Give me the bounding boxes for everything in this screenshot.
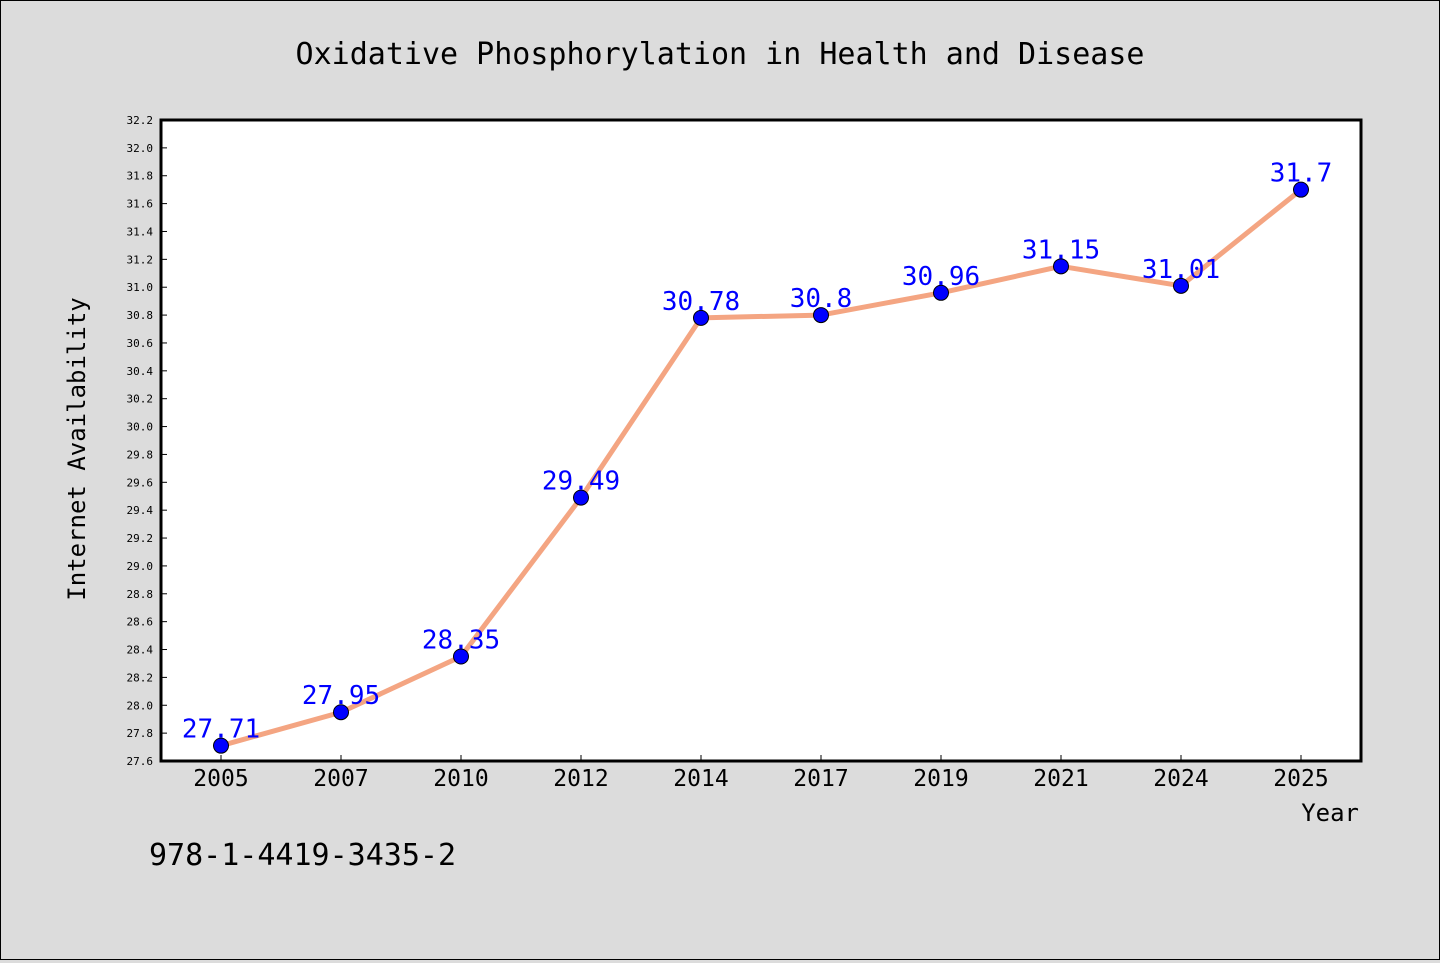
y-tick-label: 32.0 [127, 142, 154, 155]
data-point [813, 307, 829, 324]
data-point [693, 309, 709, 326]
y-tick-label: 30.0 [127, 421, 154, 434]
data-label: 30.78 [662, 287, 740, 317]
data-label: 27.71 [182, 715, 260, 745]
x-tick-label: 2021 [1033, 766, 1088, 792]
series-layer [213, 181, 1309, 754]
data-label-layer: 27.71 27.95 28.35 29.49 30.78 30.8 30.96 31.15 3… [182, 159, 1332, 745]
data-point [573, 489, 589, 506]
y-axis-label: Internet Availability [63, 297, 91, 600]
series-line [220, 187, 1303, 749]
y-tick-label: 27.8 [127, 727, 154, 740]
y-tick-label: 29.8 [127, 448, 154, 461]
data-point [1173, 277, 1189, 294]
y-tick-label: 28.6 [127, 616, 154, 629]
y-tick-label: 31.6 [127, 198, 154, 211]
y-tick-label: 30.8 [127, 309, 154, 322]
y-tick-label: 28.4 [127, 644, 154, 657]
data-label: 30.8 [790, 284, 853, 314]
x-tick-label: 2007 [313, 766, 368, 792]
y-tick-label: 31.0 [127, 281, 154, 294]
y-tick-label: 31.8 [127, 170, 154, 183]
data-point [1293, 181, 1309, 198]
y-tick-label: 31.2 [127, 253, 154, 266]
x-tick-label: 2005 [193, 766, 248, 792]
y-tick-label: 30.6 [127, 337, 154, 350]
data-point [453, 648, 469, 665]
data-point [333, 704, 349, 721]
y-tick-label: 29.0 [127, 560, 154, 573]
x-tick-label: 2019 [913, 766, 968, 792]
x-tick-label: 2010 [433, 766, 488, 792]
y-tick-label: 27.6 [127, 755, 154, 768]
x-axis: 2005 2007 2010 2012 2014 2017 2019 2021 2024 2025 [193, 755, 1329, 792]
isbn-text: 978-1-4419-3435-2 [149, 838, 456, 873]
y-tick-label: 29.2 [127, 532, 154, 545]
data-label: 30.96 [902, 262, 980, 292]
x-tick-label: 2014 [673, 766, 728, 792]
chart-title: Oxidative Phosphorylation in Health and … [296, 37, 1145, 72]
data-label: 29.49 [542, 467, 620, 497]
x-tick-label: 2017 [793, 766, 848, 792]
data-point [213, 737, 229, 754]
data-label: 27.95 [302, 681, 380, 711]
y-tick-label: 29.4 [127, 504, 154, 517]
y-tick-label: 28.2 [127, 671, 154, 684]
data-point [1053, 258, 1069, 275]
data-label: 31.7 [1270, 159, 1333, 189]
y-tick-label: 32.2 [127, 114, 154, 127]
x-tick-label: 2025 [1273, 766, 1328, 792]
y-tick-label: 30.2 [127, 393, 154, 406]
y-tick-label: 28.8 [127, 588, 154, 601]
x-tick-label: 2012 [553, 766, 608, 792]
y-tick-label: 28.0 [127, 699, 154, 712]
y-axis: 27.6 27.8 28.0 28.2 28.4 28.6 28.8 29.0 29.2 29.4… [127, 114, 167, 768]
x-tick-label: 2024 [1153, 766, 1208, 792]
y-tick-label: 29.6 [127, 476, 154, 489]
data-label: 31.15 [1022, 235, 1100, 265]
plot-area [159, 118, 1363, 763]
y-tick-label: 30.4 [127, 365, 154, 378]
x-axis-label: Year [1301, 799, 1359, 827]
y-tick-label: 31.4 [127, 225, 154, 238]
data-point [933, 284, 949, 301]
data-label: 31.01 [1142, 255, 1220, 285]
data-label: 28.35 [422, 625, 500, 655]
